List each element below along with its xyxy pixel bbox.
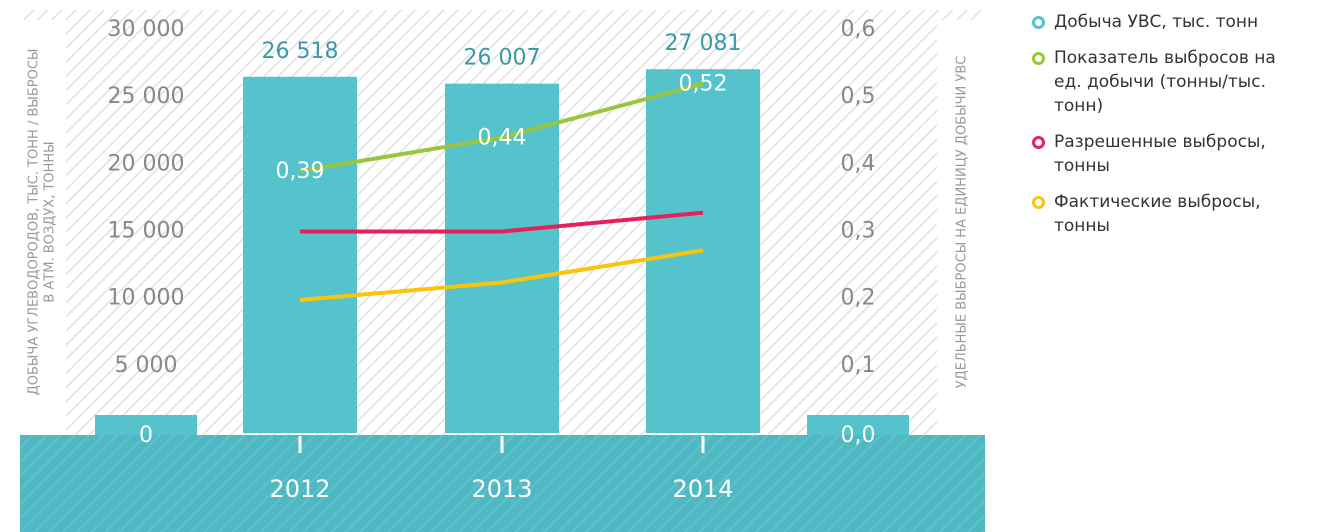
line-value-label: 0,52 (679, 72, 728, 97)
legend-item: Показатель выбросов на ед. добычи (тонны… (1032, 46, 1307, 118)
y-axis-title: ДОБЫЧА УГЛЕВОДОРОДОВ, ТЫС. ТОНН / ВЫБРОС… (27, 49, 42, 396)
legend-label: Добыча УВС, тыс. тонн (1054, 12, 1259, 32)
legend-item: Фактические выбросы, тонны (1032, 190, 1307, 238)
legend-marker (1032, 196, 1045, 209)
legend-marker (1032, 16, 1045, 29)
y-axis-title: В АТМ. ВОЗДУХ, ТОННЫ (43, 141, 58, 302)
tick-label: 0,6 (841, 17, 876, 42)
legend-marker (1032, 136, 1045, 149)
line-value-label: 0,39 (276, 159, 325, 184)
tick-label: 20 000 (108, 151, 185, 176)
legend-item: Добыча УВС, тыс. тонн (1032, 10, 1307, 34)
zero-label-box (807, 415, 909, 435)
bar (243, 76, 357, 433)
tick-label: 0,0 (841, 423, 876, 448)
chart: ДОБЫЧА УГЛЕВОДОРОДОВ, ТЫС. ТОНН / ВЫБРОС… (20, 10, 985, 532)
x-tick-label: 2013 (471, 475, 532, 503)
bar-value-label: 26 518 (262, 39, 339, 64)
tick-label: 10 000 (108, 286, 185, 311)
tick-label: 5 000 (115, 353, 178, 378)
legend-label: Показатель выбросов на ед. добычи (тонны… (1054, 48, 1276, 116)
legend-item: Разрешенные выбросы, тонны (1032, 130, 1307, 178)
tick-label: 0 (139, 423, 153, 448)
axis-title-strip (937, 20, 985, 436)
tick-label: 0,4 (841, 151, 876, 176)
tick-label: 0,3 (841, 219, 876, 244)
legend-label: Фактические выбросы, тонны (1054, 192, 1261, 236)
x-tick-label: 2012 (269, 475, 330, 503)
line (299, 81, 704, 174)
line (300, 210, 704, 234)
x-tick-label: 2014 (672, 475, 733, 503)
tick-label: 0,5 (841, 84, 876, 109)
legend-marker (1032, 52, 1045, 65)
tick-label: 0,2 (841, 286, 876, 311)
legend-label: Разрешенные выбросы, тонны (1054, 132, 1266, 176)
legend: Добыча УВС, тыс. тонн Показатель выбросов… (1032, 10, 1307, 250)
line-value-label: 0,44 (478, 125, 527, 150)
bar-value-label: 27 081 (665, 31, 742, 56)
tick-label: 30 000 (108, 17, 185, 42)
line (299, 248, 704, 303)
y2-axis-title: УДЕЛЬНЫЕ ВЫБРОСЫ НА ЕДИНИЦУ ДОБЫЧИ УВС (955, 56, 970, 389)
tick-label: 0,1 (841, 353, 876, 378)
tick-label: 15 000 (108, 219, 185, 244)
axis-title-strip (20, 20, 66, 436)
zero-label-box (95, 415, 197, 435)
bar-value-label: 26 007 (464, 46, 541, 71)
tick-label: 25 000 (108, 84, 185, 109)
